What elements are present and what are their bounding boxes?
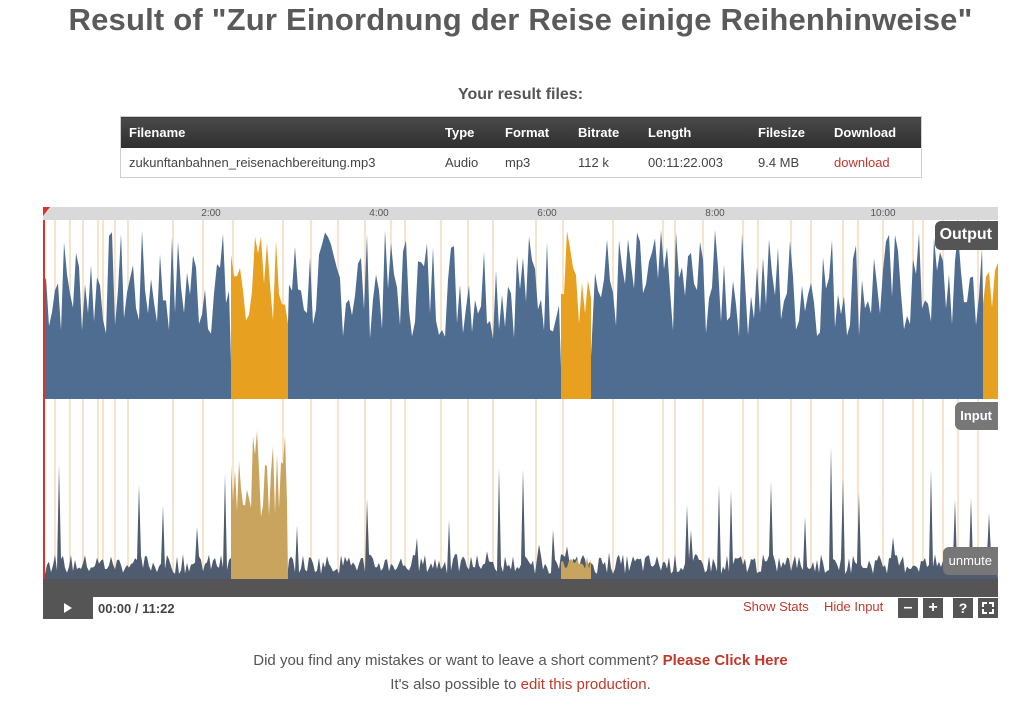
fullscreen-button[interactable] — [978, 598, 998, 618]
comment-text: Did you find any mistakes or want to lea… — [253, 652, 663, 669]
input-music-wave — [231, 430, 288, 579]
player-controls: 00:00 / 11:22 Show Stats Hide Input – + … — [43, 597, 998, 619]
column-header-format: Format — [497, 116, 570, 148]
edit-line: It's also possible to edit this producti… — [0, 676, 1035, 693]
playhead-marker[interactable] — [43, 207, 50, 216]
play-button[interactable] — [43, 597, 93, 619]
column-header-filesize: Filesize — [750, 116, 826, 148]
current-time: 00:00 — [98, 601, 132, 616]
table-row: zukunftanbahnen_reisenachbereitung.mp3 A… — [121, 148, 922, 178]
output-music-wave — [983, 262, 998, 399]
comment-link[interactable]: Please Click Here — [662, 652, 788, 669]
result-files-table: Filename Type Format Bitrate Length File… — [120, 116, 922, 178]
input-wave — [43, 446, 998, 579]
cell-bitrate: 112 k — [578, 155, 609, 170]
cell-download: download — [826, 148, 922, 178]
output-music-wave — [561, 231, 591, 399]
cell-type: Audio — [445, 155, 479, 170]
zoom-in-button[interactable]: + — [923, 598, 943, 618]
hide-input-link[interactable]: Hide Input — [824, 599, 884, 614]
audio-player: 2:00 4:00 6:00 8:00 10:00 Output Input u… — [43, 207, 998, 619]
input-music-wave — [561, 557, 591, 579]
page-title: Result of "Zur Einordnung der Reise eini… — [68, 2, 973, 37]
column-header-length: Length — [640, 116, 750, 148]
column-header-bitrate: Bitrate — [570, 116, 640, 148]
time-display: 00:00 / 11:22 — [98, 601, 175, 616]
table-header-row: Filename Type Format Bitrate Length File… — [120, 116, 922, 148]
comment-line: Did you find any mistakes or want to lea… — [0, 652, 1035, 669]
cell-format: mp3 — [505, 155, 531, 170]
cell-filesize: 9.4 MB — [758, 155, 800, 170]
total-time: 11:22 — [142, 601, 175, 616]
unmute-button[interactable]: unmute — [942, 547, 998, 575]
timeline-tick: 10:00 — [870, 208, 896, 219]
fullscreen-icon — [982, 602, 994, 614]
waveform-graphic — [43, 220, 998, 579]
timeline-tick: 4:00 — [369, 208, 389, 219]
column-header-type: Type — [437, 116, 497, 148]
zoom-out-button[interactable]: – — [898, 598, 918, 618]
result-files-heading: Your result files: — [457, 86, 584, 103]
show-stats-link[interactable]: Show Stats — [743, 599, 809, 614]
cell-length: 00:11:22.003 — [648, 155, 723, 170]
timeline-tick: 8:00 — [705, 208, 725, 219]
timeline-tick: 2:00 — [201, 208, 221, 219]
timeline-ruler[interactable]: 2:00 4:00 6:00 8:00 10:00 — [43, 207, 998, 220]
edit-end: . — [646, 676, 651, 693]
cell-filename: zukunftanbahnen_reisenachbereitung.mp3 — [129, 155, 376, 170]
input-label: Input — [955, 402, 998, 430]
help-button[interactable]: ? — [953, 598, 973, 618]
column-header-filename: Filename — [120, 116, 437, 148]
column-header-download: Download — [826, 116, 922, 148]
waveform-scrollbar[interactable] — [43, 579, 998, 597]
timeline-tick: 6:00 — [537, 208, 557, 219]
output-speech-wave — [43, 230, 998, 399]
time-separator: / — [131, 601, 143, 616]
edit-text: It's also possible to — [390, 676, 521, 693]
output-music-wave — [231, 236, 288, 399]
download-link[interactable]: download — [834, 155, 890, 170]
edit-production-link[interactable]: edit this production — [520, 676, 647, 693]
input-waveform-area[interactable] — [43, 399, 998, 579]
output-label: Output — [934, 221, 998, 250]
